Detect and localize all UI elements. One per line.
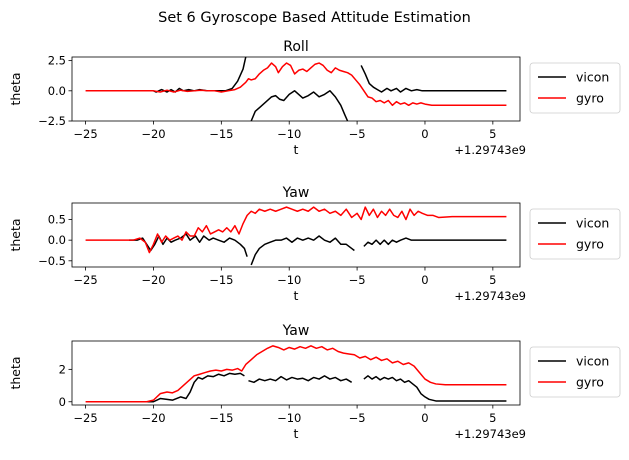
x-tick-label: 0: [421, 411, 428, 425]
x-tick-label: −5: [349, 411, 366, 425]
axes-frame: [71, 340, 521, 406]
x-tick-label: −20: [141, 273, 165, 287]
legend-label-vicon: vicon: [576, 354, 609, 369]
legend: vicon gyro: [529, 208, 621, 260]
subplot-1: Roll −25 −20 −15 −10 −5 0 5 2.5 0.0 −2.5 t theta +1.2…: [8, 39, 621, 157]
legend-label-gyro: gyro: [576, 91, 604, 106]
legend-label-gyro: gyro: [576, 375, 604, 390]
series-line-gyro: [85, 206, 507, 254]
y-tick-label: 0.5: [48, 213, 66, 227]
x-axis-label: t: [294, 426, 299, 441]
figure-title: Set 6 Gyroscope Based Attitude Estimatio…: [158, 10, 471, 26]
y-tick-label: 0.0: [48, 84, 66, 98]
x-offset-label: +1.29743e9: [454, 143, 526, 157]
subplots: Roll −25 −20 −15 −10 −5 0 5 2.5 0.0 −2.5 t theta +1.2…: [8, 39, 621, 441]
subplot-title: Roll: [283, 39, 308, 55]
subplot-title: Yaw: [282, 323, 310, 339]
legend-label-gyro: gyro: [576, 237, 604, 252]
x-tick-label: −20: [141, 411, 165, 425]
subplot-2: Yaw −25 −20 −15 −10 −5 0 5 0.5 0.0 −0.5 t theta +1.29…: [8, 185, 621, 303]
x-tick-label: −5: [349, 273, 366, 287]
axes-frame: [71, 202, 521, 268]
series-line-vicon: [250, 90, 349, 121]
x-tick-label: −15: [209, 273, 233, 287]
series-lines: [85, 57, 507, 121]
x-tick-label: −10: [277, 273, 301, 287]
x-offset-label: +1.29743e9: [454, 427, 526, 441]
series-line-vicon: [360, 65, 507, 93]
legend-box: [529, 208, 621, 260]
subplot-title: Yaw: [282, 185, 310, 201]
y-tick-label: 2.5: [48, 54, 66, 68]
x-axis-label: t: [294, 142, 299, 157]
y-axis-label: theta: [8, 356, 23, 389]
y-axis-label: theta: [8, 218, 23, 251]
x-tick-label: −10: [277, 411, 301, 425]
y-tick-label: 2: [59, 362, 66, 376]
x-tick-label: −25: [73, 411, 97, 425]
legend: vicon gyro: [529, 346, 621, 398]
x-tick-label: −15: [209, 411, 233, 425]
series-line-vicon: [146, 372, 245, 403]
y-axis-label: theta: [8, 72, 23, 105]
x-tick-label: −10: [277, 127, 301, 141]
y-tick-label: 0.0: [48, 233, 66, 247]
series-lines: [85, 345, 507, 403]
x-offset-label: +1.29743e9: [454, 289, 526, 303]
y-tick-label: −0.5: [38, 254, 66, 268]
x-tick-label: −20: [141, 127, 165, 141]
x-tick-label: 0: [421, 127, 428, 141]
series-line-vicon: [153, 57, 247, 93]
x-tick-label: −5: [349, 127, 366, 141]
series-line-vicon: [248, 375, 353, 384]
y-tick-label: 0: [59, 395, 66, 409]
legend-label-vicon: vicon: [576, 70, 609, 85]
y-tick-label: −2.5: [38, 114, 66, 128]
series-line-vicon: [363, 237, 507, 247]
series-line-vicon: [250, 235, 355, 266]
x-tick-label: 0: [421, 273, 428, 287]
x-axis-label: t: [294, 288, 299, 303]
x-tick-label: −25: [73, 127, 97, 141]
series-line-vicon: [363, 375, 507, 402]
x-tick-label: −25: [73, 273, 97, 287]
x-tick-label: 5: [489, 411, 496, 425]
legend-box: [529, 346, 621, 398]
x-tick-label: 5: [489, 127, 496, 141]
x-tick-label: −15: [209, 127, 233, 141]
subplot-3: Yaw −25 −20 −15 −10 −5 0 5 2 0 t theta +1.29743e9 vic…: [8, 323, 621, 441]
series-lines: [85, 206, 507, 266]
legend-label-vicon: vicon: [576, 216, 609, 231]
x-tick-label: 5: [489, 273, 496, 287]
legend: vicon gyro: [529, 62, 621, 114]
series-line-gyro: [85, 62, 507, 107]
axes-frame: [71, 56, 521, 122]
series-line-gyro: [85, 345, 507, 403]
legend-box: [529, 62, 621, 114]
